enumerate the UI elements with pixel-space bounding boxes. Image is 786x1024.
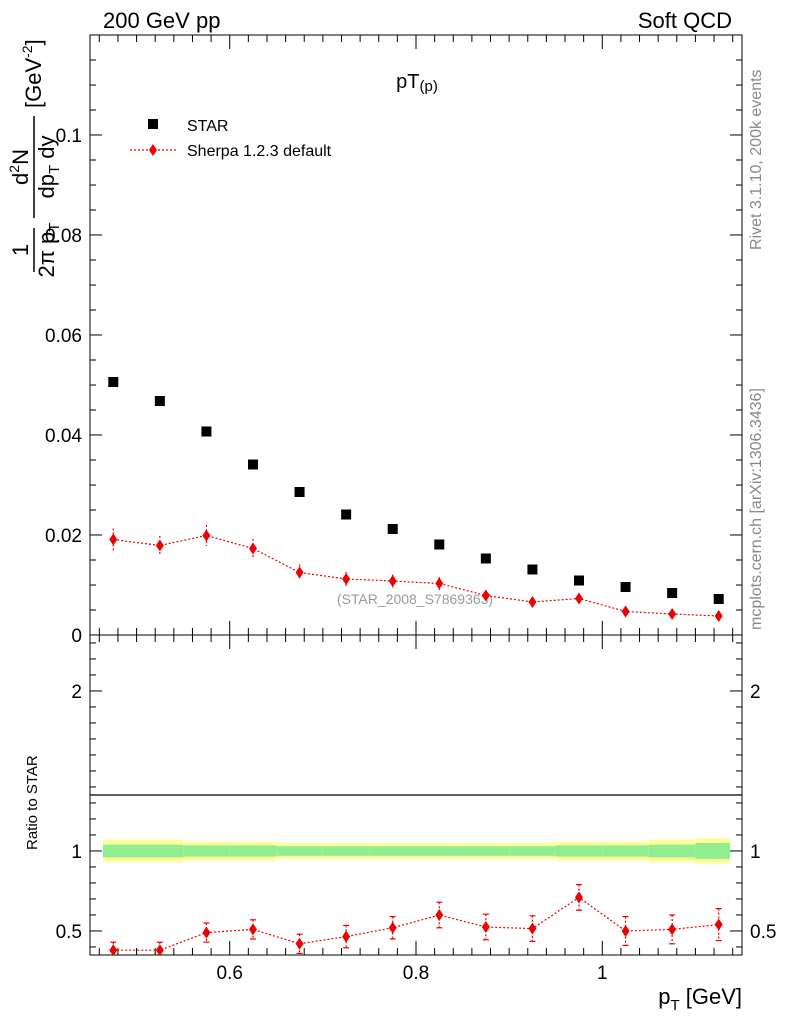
ratio-sherpa-point [295, 937, 304, 950]
legend: STAR Sherpa 1.2.3 default [130, 118, 332, 160]
star-point [667, 588, 678, 598]
star-point [341, 509, 352, 520]
legend-marker-sherpa [149, 144, 157, 156]
ratio-band-green [555, 845, 603, 857]
sherpa-point [668, 608, 677, 620]
ratio-xtick-label: 0.8 [403, 963, 429, 984]
ratio-band-green [229, 845, 277, 857]
star-point [154, 396, 165, 406]
ratio-sherpa-point [155, 944, 164, 955]
sherpa-point [714, 610, 723, 622]
sherpa-point [481, 589, 490, 602]
ratio-band-green [509, 846, 556, 856]
main-ytick-label: 0.08 [45, 226, 82, 247]
sherpa-point [342, 573, 351, 585]
sherpa-point [621, 605, 630, 618]
ratio-sherpa-point [481, 921, 490, 933]
star-point [574, 575, 584, 586]
ratio-sherpa-line [113, 896, 719, 951]
star-point [387, 524, 398, 534]
ratio-ytick-label: 0.5 [56, 922, 82, 943]
ratio-band-green [136, 844, 184, 858]
ratio-sherpa-point [714, 918, 723, 931]
sherpa-point [388, 575, 397, 587]
ratio-sherpa-series [109, 883, 723, 955]
main-watermark: (STAR_2008_S7869363) [337, 591, 493, 607]
svg-text:[GeV-2]: [GeV-2] [19, 39, 46, 108]
legend-label-star: STAR [187, 118, 228, 135]
ratio-band-green [695, 843, 730, 859]
main-ytick-label: 0.06 [45, 326, 82, 347]
sherpa-point [109, 533, 118, 546]
ratio-xtick-label: 1 [597, 963, 608, 984]
ratio-band-green [602, 845, 649, 857]
star-point [527, 564, 538, 575]
main-ytick-label: 0.02 [45, 526, 82, 547]
star-point [713, 594, 724, 604]
header-left: 200 GeV pp [103, 8, 220, 33]
star-point [620, 582, 631, 592]
ratio-band-green [276, 846, 323, 856]
ratio-ytick-label: 1 [71, 842, 82, 863]
ratio-sherpa-point [342, 930, 351, 943]
ratio-ytick-label-right: 2 [750, 682, 761, 703]
ratio-sherpa-point [668, 923, 677, 936]
plot-title: pT(p) [396, 71, 438, 95]
main-panel: 0 0.02 0.04 0.06 0.08 0.1 (STAR_2008_S7869363… [6, 34, 743, 647]
ratio-sherpa-point [435, 909, 444, 921]
ratio-sherpa-point [575, 891, 583, 904]
star-point [480, 553, 491, 564]
sherpa-point [249, 542, 257, 555]
svg-text:d2N: d2N [6, 149, 33, 185]
star-point [294, 487, 305, 497]
ratio-ylabel: Ratio to STAR [24, 755, 41, 850]
ratio-panel: 0.5 0.5 1 1 2 2 0.6 0.8 1 Ratio to STAR pT [GeV… [24, 634, 776, 1014]
ratio-sherpa-point [249, 923, 257, 936]
star-point [201, 426, 212, 437]
main-ytick-label: 0 [71, 626, 82, 647]
legend-label-sherpa: Sherpa 1.2.3 default [187, 143, 332, 160]
star-point [248, 459, 258, 470]
header-right: Soft QCD [638, 8, 732, 33]
main-ytick-label: 0.1 [56, 126, 82, 147]
ratio-band-green [462, 846, 510, 856]
ratio-band-green [369, 846, 416, 856]
ratio-ytick-label-right: 1 [750, 842, 761, 863]
ratio-sherpa-point [388, 921, 397, 934]
legend-marker-star [148, 119, 158, 129]
main-ylabel: 1 2π pT d2N dpT dy [GeV-2] [6, 39, 63, 277]
rivet-label: Rivet 3.1.10, 200k events [748, 69, 765, 250]
ratio-band-green [103, 844, 137, 858]
svg-text:dpT dy: dpT dy [34, 135, 63, 198]
sherpa-line [113, 534, 719, 617]
star-point [434, 539, 445, 550]
ratio-sherpa-point [202, 926, 211, 939]
svg-text:2π pT: 2π pT [34, 223, 63, 278]
ratio-ytick-label: 2 [71, 682, 82, 703]
ratio-sherpa-point [528, 922, 537, 935]
sherpa-point [295, 566, 304, 579]
main-ytick-label: 0.04 [45, 426, 82, 447]
sherpa-point [435, 577, 444, 590]
ratio-sherpa-point [109, 944, 118, 955]
ratio-band-green [648, 844, 696, 858]
ratio-ytick-label-right: 0.5 [750, 922, 776, 943]
ratio-band-green [416, 846, 463, 856]
x-axis-label: pT [GeV] [658, 984, 742, 1014]
mcplots-label: mcplots.cern.ch [arXiv:1306.3436] [748, 388, 765, 630]
ratio-band-green [183, 845, 230, 857]
star-point [108, 377, 119, 387]
ratio-sherpa-point [621, 925, 630, 937]
sherpa-point [575, 592, 583, 605]
ratio-xtick-label: 0.6 [217, 963, 243, 984]
sherpa-point [155, 539, 164, 552]
svg-text:1: 1 [8, 244, 33, 256]
ratio-band-green [322, 846, 370, 856]
sherpa-point [202, 529, 211, 542]
sherpa-point [528, 596, 537, 608]
